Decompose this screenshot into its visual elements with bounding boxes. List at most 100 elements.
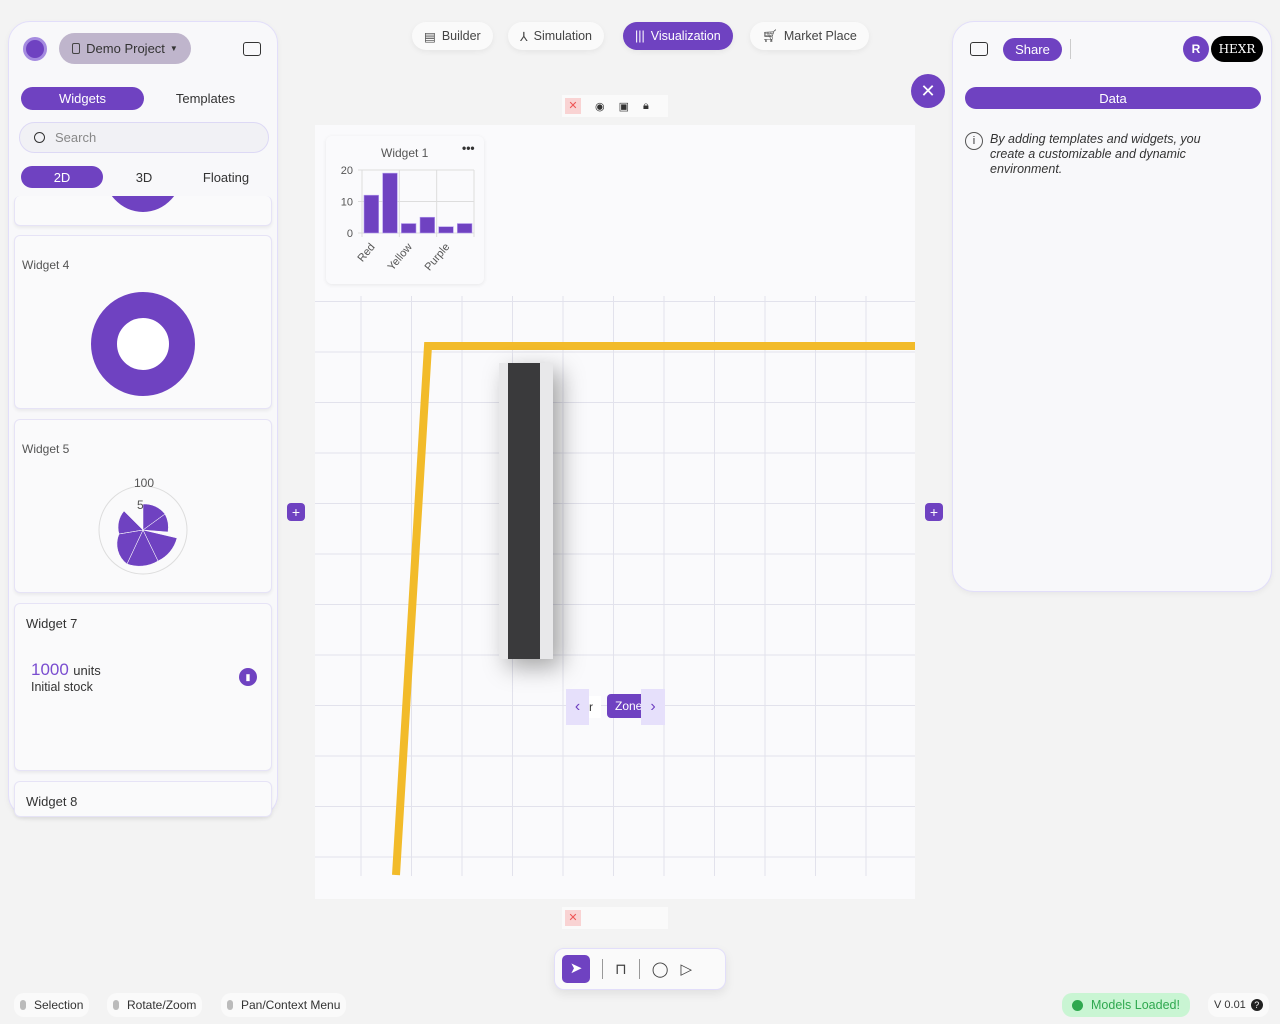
bottom-toolbar: ➤ ⊓ ◯ ▷ [554,948,726,990]
tick-label: 100 [134,476,155,490]
nav-simulation[interactable]: ⅄ Simulation [508,22,605,50]
widget-1-card[interactable]: Widget 1 ••• 20 10 0 Red Yellow Purple [326,136,484,284]
project-icon [72,43,81,54]
canvas-2d[interactable] [315,125,915,899]
conveyor-path [392,342,915,876]
version-text: V 0.01 [1214,999,1246,1011]
widget-title: Widget 7 [26,616,78,631]
widget-card-8[interactable]: Widget 8 [14,781,272,817]
nav-builder[interactable]: ▤ Builder [412,22,493,50]
mouse-right-icon [227,1000,233,1010]
widget-title: Widget 8 [26,794,78,809]
x-tick-label: Red [355,241,377,264]
project-name: Demo Project [86,41,165,56]
pointer-tool-icon[interactable]: ➤ [562,955,590,983]
panel-toggle-icon[interactable] [970,42,988,56]
builder-icon: ▤ [424,29,436,44]
avatar[interactable]: R [1183,36,1209,62]
bookmark-icon[interactable]: ⊓ [615,961,627,978]
mode-2d[interactable]: 2D [21,166,103,188]
bar [438,226,454,234]
divider [638,959,640,979]
widget-card-partial[interactable] [14,196,272,226]
mouse-middle-icon [113,1000,119,1010]
help-icon[interactable]: ? [1250,999,1263,1011]
nav-label: Simulation [533,29,593,43]
layer-icon[interactable]: ▣ [618,100,630,113]
bar [382,172,398,234]
widget-card-7[interactable]: Widget 7 1000 units Initial stock ▮ [14,603,272,771]
share-button[interactable]: Share [1003,38,1062,61]
hexr-logo: HEXR [1211,36,1263,62]
bar [363,194,379,234]
nav-label: Market Place [783,29,857,43]
status-text: Models Loaded! [1091,998,1180,1012]
play-icon[interactable]: ▷ [680,961,693,978]
zone-toolbar: ✕ ◉ ▣ 🔒︎ [562,95,668,117]
divider [1070,39,1071,59]
doughnut-chart [91,292,195,396]
bottom-zone-bar: ✕ [562,907,668,929]
data-tab[interactable]: Data [965,87,1261,109]
nav-label: Builder [441,29,481,43]
widget-card-4[interactable]: Widget 4 [14,235,272,409]
close-icon[interactable]: ✕ [565,98,581,114]
add-right-button[interactable]: + [925,503,943,521]
simulation-icon: ⅄ [520,29,528,44]
sidebar-toggle-icon[interactable] [243,42,261,56]
nav-market-place[interactable]: 🛒︎ Market Place [750,22,869,50]
zone-prev-label[interactable]: r [589,696,601,718]
tab-templates[interactable]: Templates [175,91,236,106]
mode-floating[interactable]: Floating [202,169,250,185]
nav-label: Visualization [650,29,721,43]
conveyor-model[interactable] [499,363,553,659]
caret-down-icon: ▼ [169,44,178,53]
hint-rotate-zoom: Rotate/Zoom [107,993,203,1017]
widget-title: Widget 4 [22,258,70,272]
hint-pan: Pan/Context Menu [221,993,347,1017]
kpi-unit: units [73,663,101,678]
close-icon[interactable]: ✕ [565,910,581,926]
kpi-caption: Initial stock [31,680,93,694]
app-logo-icon[interactable] [23,37,47,61]
tools-button[interactable]: ✕ [911,74,945,108]
mode-3d[interactable]: 3D [135,169,153,185]
search-placeholder: Search [55,130,97,145]
zone-next-button[interactable]: › [641,689,665,725]
check-icon [1072,999,1083,1011]
y-tick-label: 10 [341,197,353,209]
lock-icon[interactable]: 🔒︎ [643,99,649,112]
version-badge[interactable]: V 0.01? [1208,993,1269,1017]
polar-area-chart [98,485,188,575]
hint-label: Pan/Context Menu [241,998,341,1012]
x-tick-label: Yellow [386,241,415,273]
bar [419,216,435,234]
add-left-button[interactable]: + [287,503,305,521]
kpi: 1000 units Initial stock [31,660,101,694]
hint-label: Selection [34,998,84,1012]
zone-chip[interactable]: Zone [607,694,647,718]
kpi-value: 1000 [31,660,69,679]
status-badge: Models Loaded! [1062,993,1190,1017]
info-text: By adding templates and widgets, you cre… [990,132,1201,176]
tick-label: 5 [137,498,144,512]
hint-selection: Selection [14,993,90,1017]
mouse-left-icon [20,1000,26,1010]
bar-chart-icon[interactable]: ▮ [239,668,257,686]
widget-card-5[interactable]: Widget 5 100 5 [14,419,272,593]
comment-icon[interactable]: ◯ [651,961,669,978]
eye-icon[interactable]: ◉ [595,100,605,113]
tab-widgets[interactable]: Widgets [21,87,144,110]
search-input[interactable]: Search [19,122,269,153]
x-tick-label: Purple [423,241,453,273]
divider [602,959,603,979]
pie-chart [103,196,183,212]
project-selector[interactable]: Demo Project ▼ [59,33,191,64]
more-icon[interactable]: ••• [462,141,475,155]
cart-icon: 🛒︎ [762,28,778,43]
nav-visualization[interactable]: ||| Visualization [623,22,733,50]
widget-title: Widget 5 [22,442,70,456]
y-tick-label: 20 [341,165,353,177]
zone-prev-button[interactable]: ‹ [566,689,589,725]
